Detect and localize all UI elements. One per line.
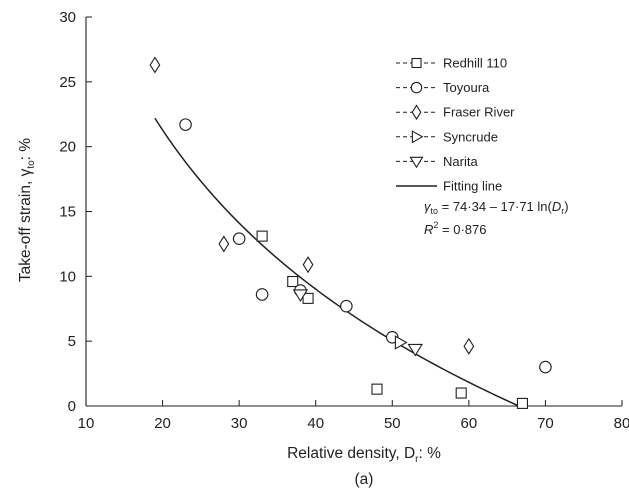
point-toyoura xyxy=(255,288,269,301)
legend-item: Toyoura xyxy=(396,80,490,95)
legend-label: Syncrude xyxy=(443,129,498,144)
legend-item: Fraser River xyxy=(396,104,515,120)
point-narita xyxy=(292,289,309,303)
y-tick-label: 5 xyxy=(68,333,76,350)
point-fraser-river xyxy=(302,256,314,274)
y-axis-title: Take-off strain, γto: % xyxy=(17,138,37,282)
y-tick-label: 15 xyxy=(59,204,76,221)
y-tick-label: 10 xyxy=(59,268,76,285)
x-tick-label: 10 xyxy=(78,415,95,432)
point-redhill-110 xyxy=(516,397,529,409)
legend-item: Narita xyxy=(396,154,478,169)
fit-line xyxy=(154,117,519,407)
x-tick-label: 50 xyxy=(384,415,401,432)
x-tick-label: 40 xyxy=(307,415,324,432)
point-redhill-110 xyxy=(287,275,299,288)
fitting-curve xyxy=(154,117,519,407)
legend-marker xyxy=(411,104,422,120)
fit-equation: γto = 74·34 – 17·71 ln(Dr) xyxy=(424,199,569,216)
legend-item: Fitting line xyxy=(396,179,502,194)
data-markers xyxy=(149,56,552,409)
point-redhill-110 xyxy=(455,387,467,399)
point-toyoura xyxy=(179,118,192,131)
x-tick-label: 60 xyxy=(461,415,478,432)
y-tick-label: 30 xyxy=(59,9,76,26)
point-fraser-river xyxy=(218,235,230,253)
legend: Redhill 110 Toyoura Fraser River Syncrude Na… xyxy=(396,56,515,194)
point-redhill-110 xyxy=(302,292,314,304)
x-tick-label: 20 xyxy=(154,415,171,432)
point-narita xyxy=(407,343,423,357)
legend-label: Toyoura xyxy=(443,80,490,95)
point-syncrude xyxy=(394,335,408,350)
y-tick-label: 20 xyxy=(59,139,76,156)
legend-item: Redhill 110 xyxy=(396,56,507,71)
legend-label: Narita xyxy=(443,154,478,169)
point-toyoura xyxy=(539,360,552,374)
legend-marker xyxy=(409,156,424,169)
x-tick-label: 70 xyxy=(537,415,554,432)
y-tick-label: 0 xyxy=(68,398,76,415)
point-redhill-110 xyxy=(371,383,383,395)
legend-label: Fraser River xyxy=(443,105,515,120)
legend-marker xyxy=(410,81,423,94)
x-tick-label: 30 xyxy=(231,415,248,432)
legend-marker xyxy=(411,130,424,144)
legend-item: Syncrude xyxy=(396,129,498,144)
point-redhill-110 xyxy=(256,230,268,242)
x-tick-label: 80 xyxy=(614,415,629,432)
x-axis-title: Relative density, Dr: % xyxy=(287,445,441,465)
ticks: 10 20 30 40 50 60 70 80 0 5 10 15 20 25 30 xyxy=(59,9,629,432)
point-fraser-river xyxy=(463,337,475,355)
equation-annotation: γto = 74·34 – 17·71 ln(Dr) R2 = 0·876 xyxy=(424,199,569,237)
legend-label: Redhill 110 xyxy=(443,56,507,71)
point-toyoura xyxy=(232,232,246,246)
legend-label: Fitting line xyxy=(443,179,502,194)
point-toyoura xyxy=(340,299,353,313)
legend-marker xyxy=(411,57,422,69)
r-squared: R2 = 0·876 xyxy=(424,220,486,237)
y-tick-label: 25 xyxy=(59,74,76,91)
point-fraser-river xyxy=(149,56,161,74)
figure-caption: (a) xyxy=(355,471,374,488)
